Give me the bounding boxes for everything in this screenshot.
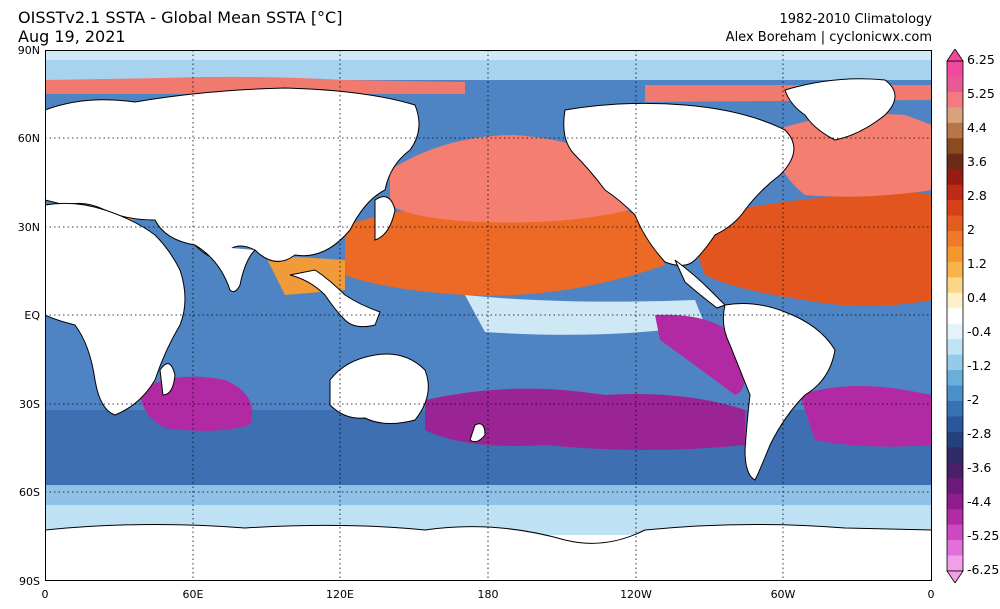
sst-anomaly-map: [45, 50, 932, 581]
colorbar-label: -6.25: [967, 562, 1000, 577]
colorbar-segment: [947, 462, 963, 479]
colorbar: [946, 49, 964, 583]
colorbar-label: -0.4: [967, 324, 992, 339]
lon-label: 60W: [770, 588, 796, 601]
title-block: OISSTv2.1 SSTA - Global Mean SSTA [°C] A…: [18, 8, 342, 46]
arctic-rim-warm: [45, 76, 465, 94]
lat-label: EQ: [24, 309, 40, 322]
colorbar-segment: [947, 385, 963, 402]
colorbar-segment: [947, 416, 963, 433]
lon-label: 60E: [182, 588, 204, 601]
north-america: [563, 102, 795, 266]
colorbar-segment: [947, 447, 963, 464]
lat-label: 90S: [19, 575, 40, 588]
lat-label: 30S: [19, 398, 40, 411]
colorbar-label: -5.25: [967, 528, 1000, 543]
south-america: [722, 303, 836, 481]
colorbar-segment: [947, 261, 963, 278]
colorbar-segment: [947, 107, 963, 124]
colorbar-label: 3.6: [967, 154, 987, 169]
japan: [374, 196, 396, 241]
colorbar-segment: [947, 478, 963, 495]
colorbar-segment: [947, 61, 963, 77]
credit-label: Alex Boreham | cyclonicwx.com: [725, 30, 932, 45]
colorbar-label: 2: [967, 222, 975, 237]
colorbar-segment: [947, 339, 963, 356]
lat-label: 90N: [17, 44, 40, 57]
se-asia-islands: [289, 269, 381, 328]
colorbar-segment: [947, 200, 963, 217]
new-zealand: [469, 423, 486, 443]
colorbar-label: 6.25: [967, 52, 995, 67]
north-pacific-warm-band: [345, 197, 665, 296]
colorbar-segment: [947, 292, 963, 309]
colorbar-segment: [947, 493, 963, 510]
colorbar-segment: [947, 308, 963, 325]
colorbar-segment: [947, 555, 963, 572]
ne-pacific-heat-blob: [390, 135, 630, 223]
colorbar-segment: [947, 540, 963, 557]
colorbar-segment: [947, 431, 963, 448]
colorbar-label: 2.8: [967, 188, 987, 203]
lat-label: 30N: [17, 221, 40, 234]
colorbar-segment: [947, 401, 963, 417]
colorbar-segment: [947, 138, 963, 155]
lon-label: 120W: [620, 588, 652, 601]
credit-block: 1982-2010 Climatology Alex Boreham | cyc…: [726, 11, 932, 47]
colorbar-segment: [947, 246, 963, 263]
colorbar-label: 5.25: [967, 86, 995, 101]
map-date: Aug 19, 2021: [18, 27, 126, 46]
south-atlantic-cold: [800, 386, 932, 447]
colorbar-segment: [947, 354, 963, 371]
north-atlantic-heat: [775, 114, 932, 197]
colorbar-top-arrow: [946, 49, 964, 62]
map-title: OISSTv2.1 SSTA - Global Mean SSTA [°C]: [18, 8, 343, 27]
colorbar-segments: [946, 60, 964, 572]
southeast-pacific-cold: [655, 314, 747, 395]
colorbar-label: -4.4: [967, 494, 992, 509]
greenland: [784, 78, 896, 141]
colorbar-label: 0.4: [967, 290, 987, 305]
madagascar: [159, 363, 176, 396]
colorbar-segment: [947, 323, 963, 340]
land-masses: [45, 78, 932, 581]
north-atlantic-warm-band: [685, 190, 932, 306]
central-america: [674, 259, 726, 309]
africa: [45, 202, 186, 416]
colorbar-segment: [947, 370, 963, 387]
colorbar-segment: [947, 524, 963, 541]
lon-label: 0: [927, 588, 935, 601]
colorbar-segment: [947, 122, 963, 139]
colorbar-segment: [947, 509, 963, 526]
lon-label: 0: [41, 588, 49, 601]
colorbar-label: 4.4: [967, 120, 987, 135]
climatology-label: 1982-2010 Climatology: [779, 12, 932, 27]
colorbar-label: 1.2: [967, 256, 987, 271]
colorbar-label: -1.2: [967, 358, 992, 373]
graticule: [45, 50, 932, 581]
colorbar-label: -3.6: [967, 460, 992, 475]
colorbar-label: -2: [967, 392, 980, 407]
lat-label: 60N: [17, 132, 40, 145]
lon-label: 120E: [326, 588, 354, 601]
lon-label: 180: [477, 588, 499, 601]
colorbar-segment: [947, 76, 963, 93]
colorbar-segment: [947, 153, 963, 170]
india-peninsula: [194, 244, 256, 293]
colorbar-bottom-arrow: [946, 570, 964, 583]
colorbar-segment: [947, 277, 963, 294]
colorbar-segment: [947, 215, 963, 232]
australia: [329, 353, 429, 424]
antarctica: [45, 523, 932, 581]
eurasia: [45, 87, 420, 262]
arctic-ice-edge: [45, 50, 932, 60]
colorbar-segment: [947, 169, 963, 186]
colorbar-segment: [947, 231, 963, 247]
colorbar-segment: [947, 91, 963, 108]
lat-label: 60S: [19, 486, 40, 499]
colorbar-segment: [947, 184, 963, 201]
colorbar-label: -2.8: [967, 426, 992, 441]
map-frame: [45, 50, 932, 581]
